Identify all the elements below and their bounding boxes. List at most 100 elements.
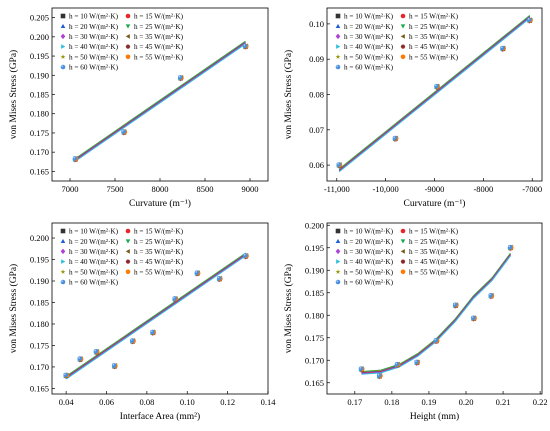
- y-axis-label: von Mises Stress (GPa): [283, 50, 294, 139]
- legend-marker: [335, 238, 341, 244]
- y-tick-label: 0.165: [30, 383, 49, 393]
- x-tick-label: 0.12: [220, 397, 235, 407]
- x-tick-label: 0.19: [422, 397, 437, 407]
- y-tick-label: 0.170: [30, 147, 49, 157]
- data-point-shine: [508, 245, 511, 248]
- data-point: [392, 135, 398, 141]
- legend-label: h = 20 W/(m²·K): [344, 23, 394, 31]
- data-point: [63, 372, 69, 378]
- legend-marker: [335, 64, 341, 70]
- legend-marker: [60, 33, 66, 40]
- data-point: [150, 329, 155, 335]
- data-point-shine: [527, 18, 530, 20]
- y-tick-label: 0.190: [30, 276, 49, 286]
- x-tick-label: 7000: [62, 184, 79, 194]
- data-point: [471, 315, 476, 321]
- y-tick-label: 0.195: [305, 243, 324, 253]
- legend-label: h = 50 W/(m²·K): [69, 53, 119, 61]
- data-point: [527, 17, 532, 23]
- x-tick-label: 0.22: [533, 397, 548, 407]
- y-tick-label: 0.170: [30, 362, 49, 372]
- legend-label: h = 55 W/(m²·K): [409, 268, 459, 276]
- data-point-shine: [453, 303, 456, 305]
- legend-label: h = 30 W/(m²·K): [69, 248, 119, 256]
- legend-marker: [335, 248, 341, 255]
- fit-line: [65, 255, 247, 380]
- legend-label: h = 10 W/(m²·K): [69, 228, 119, 236]
- legend-marker: [125, 13, 131, 19]
- y-tick-label: 0.200: [30, 233, 49, 243]
- legend-label: h = 40 W/(m²·K): [69, 43, 119, 51]
- x-tick-label: 0.20: [459, 397, 474, 407]
- legend-label: h = 50 W/(m²·K): [69, 268, 119, 276]
- y-tick-label: 0.10: [309, 19, 324, 29]
- legend-marker-shine: [61, 280, 63, 282]
- legend-label: h = 20 W/(m²·K): [69, 23, 119, 31]
- data-point-shine: [173, 296, 175, 299]
- y-tick-label: 0.200: [30, 32, 49, 42]
- x-tick-label: 0.06: [99, 397, 114, 407]
- x-tick-label: 8500: [197, 184, 214, 194]
- y-tick-label: 0.195: [30, 51, 49, 61]
- legend-marker: [60, 13, 66, 19]
- legend-marker: [335, 228, 341, 234]
- legend-marker: [125, 228, 131, 234]
- legend-marker: [400, 228, 406, 234]
- y-tick-label: 0.180: [305, 310, 324, 320]
- legend-marker: [335, 13, 341, 19]
- x-axis-label: Curvature (m⁻¹): [404, 198, 466, 209]
- legend-marker: [60, 64, 66, 70]
- fit-line: [75, 43, 246, 162]
- legend-marker: [400, 24, 406, 29]
- data-point: [243, 253, 248, 258]
- legend-label: h = 25 W/(m²·K): [409, 23, 459, 31]
- x-tick-label: -10,000: [373, 184, 399, 194]
- legend-marker: [335, 33, 341, 40]
- legend-marker: [400, 269, 406, 275]
- legend-label: h = 30 W/(m²·K): [69, 33, 119, 41]
- data-point-shine: [393, 136, 396, 139]
- legend-label: h = 20 W/(m²·K): [344, 238, 394, 246]
- data-point: [336, 162, 342, 167]
- fit-line: [338, 17, 531, 173]
- x-tick-label: 9000: [242, 184, 259, 194]
- legend-label: h = 20 W/(m²·K): [69, 238, 119, 246]
- legend-label: h = 40 W/(m²·K): [344, 258, 394, 266]
- y-tick-label: 0.08: [309, 90, 324, 100]
- x-tick-label: 0.08: [139, 397, 154, 407]
- data-point-shine: [121, 129, 124, 132]
- data-point: [500, 45, 505, 51]
- data-point-shine: [195, 271, 197, 273]
- legend-label: h = 25 W/(m²·K): [409, 238, 459, 246]
- legend-label: h = 35 W/(m²·K): [409, 248, 459, 256]
- data-point-shine: [78, 356, 80, 359]
- legend-label: h = 25 W/(m²·K): [134, 238, 184, 246]
- legend-label: h = 45 W/(m²·K): [409, 258, 459, 266]
- data-point-shine: [178, 75, 181, 78]
- legend-label: h = 30 W/(m²·K): [344, 248, 394, 256]
- y-tick-label: 0.190: [30, 70, 49, 80]
- data-point-shine: [150, 330, 153, 332]
- legend-marker: [400, 239, 406, 244]
- chart-panel-2: -11,000 -10,000 -9000 -8000 -7000 0.06 0.07 0.0…: [283, 7, 543, 209]
- y-axis-label: von Mises Stress (GPa): [8, 50, 19, 139]
- legend-label: h = 50 W/(m²·K): [344, 53, 394, 61]
- legend-label: h = 55 W/(m²·K): [134, 53, 184, 61]
- y-tick-label: 0.200: [305, 220, 324, 230]
- data-point-shine: [243, 44, 246, 46]
- legend-label: h = 15 W/(m²·K): [409, 13, 459, 21]
- chart-panel-1: 7000 7500 8000 8500 9000 0.165 0.170 0.175 0.180…: [8, 7, 269, 209]
- y-tick-label: 0.185: [30, 297, 49, 307]
- legend-marker: [61, 259, 66, 264]
- x-tick-label: -8000: [473, 184, 493, 194]
- y-tick-label: 0.175: [305, 333, 324, 343]
- data-point: [394, 361, 400, 367]
- data-point: [414, 359, 419, 365]
- legend-label: h = 45 W/(m²·K): [134, 43, 184, 51]
- x-tick-label: 7500: [107, 184, 124, 194]
- y-tick-label: 0.07: [309, 125, 324, 135]
- y-tick-label: 0.165: [30, 166, 49, 176]
- y-tick-label: 0.180: [30, 319, 49, 329]
- y-tick-label: 0.175: [30, 128, 49, 138]
- data-point: [172, 296, 178, 301]
